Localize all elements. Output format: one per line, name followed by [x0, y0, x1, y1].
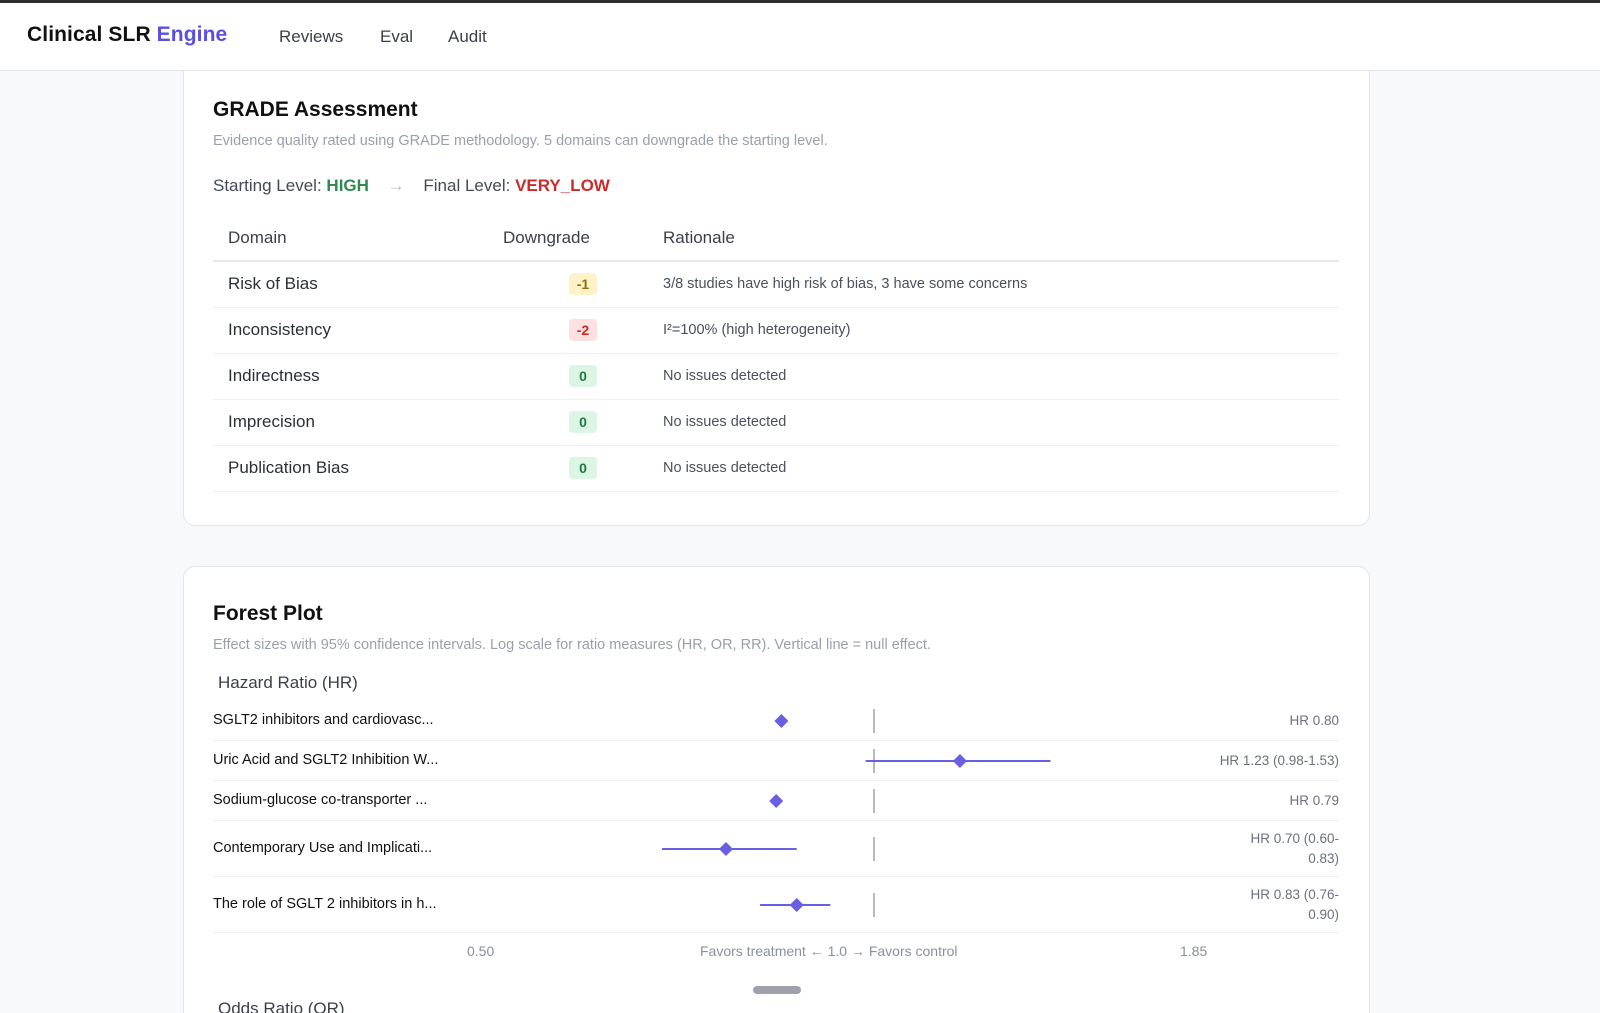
grade-levels: Starting Level: HIGH → Final Level: VERY… [213, 176, 610, 196]
forest-row: Uric Acid and SGLT2 Inhibition W... HR 1… [213, 741, 1339, 781]
study-label: Uric Acid and SGLT2 Inhibition W... [213, 752, 439, 768]
effect-size-text: HR 0.70 (0.60- 0.83) [1250, 829, 1339, 869]
effect-size-line: 0.83) [1308, 851, 1339, 866]
domain-name: Publication Bias [213, 445, 503, 492]
axis-center-label: Favors treatment ← 1.0 → Favors control [700, 943, 958, 959]
point-estimate-diamond[interactable] [789, 898, 804, 912]
forest-row-plot [865, 749, 1051, 773]
header-domain: Domain [213, 215, 503, 262]
effect-size-line: HR 0.83 (0.76- [1250, 887, 1339, 902]
forest-row-plot [662, 837, 875, 861]
brand-accent: Engine [156, 23, 228, 46]
odds-ratio-section-title: Odds Ratio (OR) [218, 999, 345, 1013]
table-row: Indirectness 0 No issues detected [213, 353, 1339, 400]
domain-name: Indirectness [213, 353, 503, 400]
effect-size-line: 0.90) [1308, 907, 1339, 922]
table-row: Publication Bias 0 No issues detected [213, 445, 1339, 492]
nav-audit[interactable]: Audit [448, 27, 487, 46]
final-level-label: Final Level: [423, 176, 511, 195]
window-top-border [0, 0, 1600, 3]
study-label: SGLT2 inhibitors and cardiovasc... [213, 712, 434, 728]
hazard-ratio-section-title: Hazard Ratio (HR) [218, 673, 358, 692]
nav-reviews[interactable]: Reviews [279, 27, 344, 46]
effect-size-line: HR 0.70 (0.60- [1250, 831, 1339, 846]
rationale-text: 3/8 studies have high risk of bias, 3 ha… [663, 261, 1339, 308]
point-estimate-diamond[interactable] [718, 842, 733, 856]
horizontal-scrollbar-thumb[interactable] [753, 986, 801, 994]
forest-row: The role of SGLT 2 inhibitors in h... HR… [213, 877, 1339, 933]
effect-size-text: HR 0.83 (0.76- 0.90) [1250, 885, 1339, 925]
grade-assessment-card: GRADE Assessment Evidence quality rated … [183, 52, 1370, 526]
downgrade-badge: -2 [569, 319, 597, 341]
grade-subtitle: Evidence quality rated using GRADE metho… [213, 133, 828, 149]
forest-row-plot [760, 893, 875, 917]
study-label: Sodium-glucose co-transporter ... [213, 792, 428, 808]
downgrade-badge: 0 [569, 457, 597, 479]
study-label: Contemporary Use and Implicati... [213, 840, 433, 856]
grade-table: Domain Downgrade Rationale Risk of Bias … [213, 215, 1339, 492]
domain-name: Imprecision [213, 399, 503, 446]
study-label: The role of SGLT 2 inhibitors in h... [213, 896, 437, 912]
table-row: Risk of Bias -1 3/8 studies have high ri… [213, 261, 1339, 308]
effect-size-text: HR 1.23 (0.98-1.53) [1219, 753, 1339, 768]
forest-subtitle: Effect sizes with 95% confidence interva… [213, 637, 931, 653]
final-level-value: VERY_LOW [515, 176, 610, 195]
nav-eval[interactable]: Eval [380, 27, 414, 46]
downgrade-badge: 0 [569, 411, 597, 433]
rationale-text: No issues detected [663, 353, 1339, 400]
axis-tick-left: 0.50 [467, 943, 495, 959]
grade-title: GRADE Assessment [213, 98, 418, 121]
table-row: Inconsistency -2 I²=100% (high heterogen… [213, 307, 1339, 354]
axis-tick-right: 1.85 [1180, 943, 1208, 959]
forest-title: Forest Plot [213, 602, 323, 625]
effect-size-text: HR 0.80 [1289, 713, 1339, 728]
downgrade-badge: -1 [569, 273, 597, 296]
top-navbar: Clinical SLR Engine Reviews Eval Audit [0, 3, 1600, 71]
header-rationale: Rationale [663, 215, 1339, 262]
domain-name: Risk of Bias [213, 261, 503, 308]
point-estimate-diamond[interactable] [774, 714, 789, 728]
domain-name: Inconsistency [213, 307, 503, 354]
rationale-text: No issues detected [663, 399, 1339, 446]
point-estimate-diamond[interactable] [769, 794, 784, 808]
grade-table-header: Domain Downgrade Rationale [213, 215, 1339, 262]
forest-row-plot [774, 709, 875, 733]
rationale-text: I²=100% (high heterogeneity) [663, 307, 1339, 354]
rationale-text: No issues detected [663, 445, 1339, 492]
forest-row: Sodium-glucose co-transporter ... HR 0.7… [213, 781, 1339, 821]
arrow-right-icon: → [387, 176, 405, 195]
starting-level-value: HIGH [326, 176, 369, 195]
point-estimate-diamond[interactable] [952, 754, 967, 768]
app-brand[interactable]: Clinical SLR Engine [27, 23, 227, 47]
downgrade-badge: 0 [569, 365, 597, 387]
starting-level-label: Starting Level: [213, 176, 322, 195]
table-row: Imprecision 0 No issues detected [213, 399, 1339, 446]
header-downgrade: Downgrade [503, 215, 663, 262]
forest-row-plot [769, 789, 875, 813]
forest-row: Contemporary Use and Implicati... HR 0.7… [213, 821, 1339, 877]
effect-size-text: HR 0.79 [1289, 793, 1339, 808]
forest-plot-card: Forest Plot Effect sizes with 95% confid… [183, 566, 1370, 1013]
forest-row: SGLT2 inhibitors and cardiovasc... HR 0.… [213, 701, 1339, 741]
brand-name: Clinical SLR [27, 23, 151, 46]
